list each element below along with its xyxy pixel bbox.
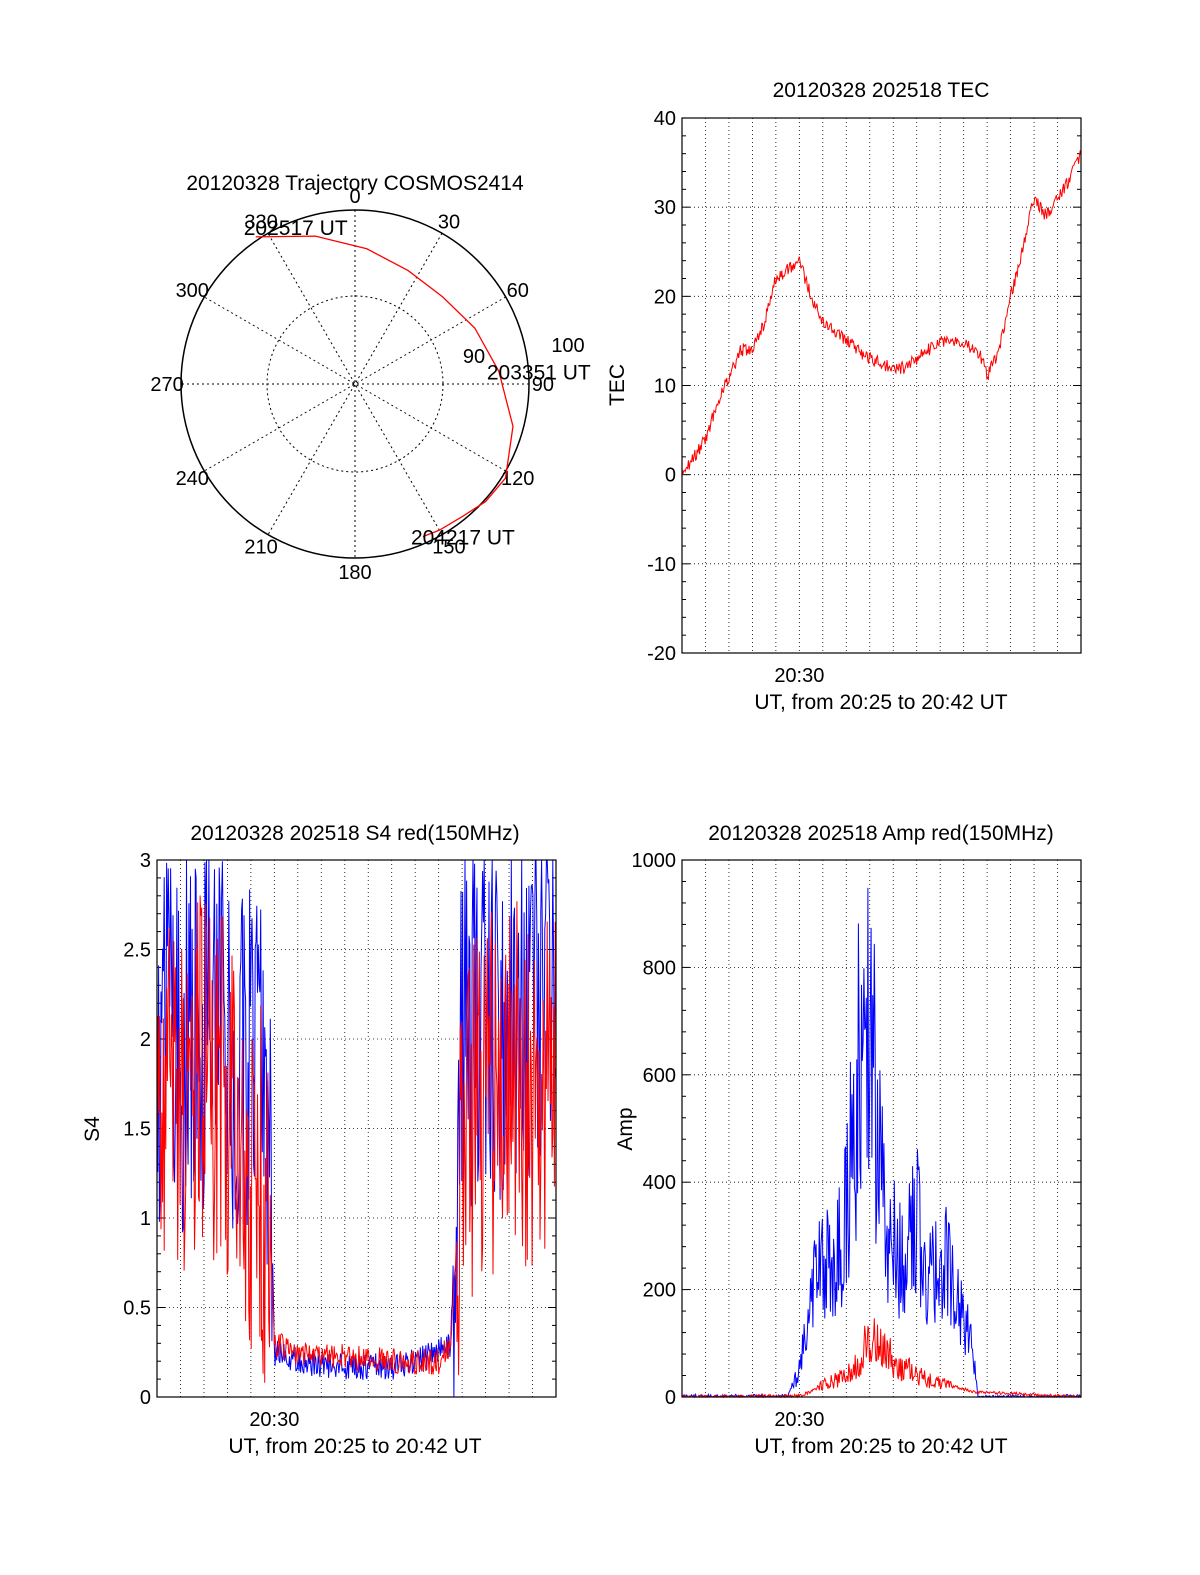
y-tick-label: 1.5 <box>123 1119 151 1141</box>
y-tick-label: 800 <box>643 957 676 979</box>
y-tick-label: 20 <box>654 286 676 308</box>
polar-angle-label: 0 <box>349 186 360 208</box>
polar-angle-labels: 0 30 60 90 120 150 180 210 240 270 300 330 <box>150 186 554 584</box>
polar-radius-label: 100 <box>551 335 584 357</box>
polar-angle-label: 60 <box>507 280 529 302</box>
y-tick-label: 2.5 <box>123 940 151 962</box>
y-tick-label: 0.5 <box>123 1298 151 1320</box>
s4-title: 20120328 202518 S4 red(150MHz) <box>190 822 519 845</box>
trajectory-line <box>255 235 514 538</box>
y-tick-label: 0 <box>665 465 676 487</box>
y-tick-label: 30 <box>654 197 676 219</box>
trajectory-time-label: 203351 UT <box>487 361 591 384</box>
polar-spoke <box>267 233 443 535</box>
polar-angle-label: 270 <box>150 374 183 396</box>
y-tick-label: 0 <box>665 1387 676 1409</box>
polar-angle-label: 210 <box>244 537 277 559</box>
tec-plot: 20120328 202518 TEC UT, from 20:25 to 20… <box>606 79 1082 714</box>
polar-annotations: 202517 UT 203351 UT 204217 UT <box>244 217 591 550</box>
series-line <box>681 150 1082 476</box>
amp-ylabel: Amp <box>614 1107 637 1150</box>
s4-xlabel: UT, from 20:25 to 20:42 UT <box>228 1435 481 1458</box>
x-tick-label: 20:30 <box>774 1409 824 1431</box>
plot-frame <box>681 859 1082 1398</box>
x-tick-label: 20:30 <box>774 665 824 687</box>
polar-trajectory-plot: 20120328 Trajectory COSMOS2414 0 30 60 90 12… <box>150 172 591 584</box>
s4-ylabel: S4 <box>81 1116 104 1142</box>
plot-frame <box>156 859 557 1398</box>
series-line <box>156 895 557 1383</box>
polar-angle-label: 240 <box>176 468 209 490</box>
x-tick-label: 20:30 <box>249 1409 299 1431</box>
polar-title: 20120328 Trajectory COSMOS2414 <box>186 172 524 195</box>
y-tick-label: 1 <box>140 1208 151 1230</box>
tec-xlabel: UT, from 20:25 to 20:42 UT <box>754 691 1007 714</box>
y-tick-label: -10 <box>647 554 676 576</box>
y-tick-label: 40 <box>654 108 676 130</box>
polar-radius-labels: 100 90 <box>463 335 585 368</box>
plot-frame <box>681 117 1082 654</box>
polar-angle-label: 120 <box>501 468 534 490</box>
polar-angle-label: 330 <box>244 211 277 233</box>
y-tick-label: 10 <box>654 376 676 398</box>
trajectory-time-label: 204217 UT <box>411 527 515 550</box>
y-tick-label: 3 <box>140 850 151 872</box>
polar-angle-label: 150 <box>432 537 465 559</box>
tec-title: 20120328 202518 TEC <box>773 79 990 102</box>
amp-xlabel: UT, from 20:25 to 20:42 UT <box>754 1435 1007 1458</box>
y-tick-label: 400 <box>643 1172 676 1194</box>
y-tick-label: 600 <box>643 1065 676 1087</box>
s4-plot: 20120328 202518 S4 red(150MHz) UT, from … <box>81 822 557 1458</box>
series-line <box>681 887 1082 1399</box>
polar-angle-label: 90 <box>532 374 554 396</box>
polar-angle-label: 30 <box>438 211 460 233</box>
trajectory-time-label: 202517 UT <box>244 217 348 240</box>
polar-angle-label: 180 <box>338 562 371 584</box>
y-tick-label: 0 <box>140 1387 151 1409</box>
polar-angle-label: 300 <box>176 280 209 302</box>
amp-title: 20120328 202518 Amp red(150MHz) <box>708 822 1054 845</box>
tec-ylabel: TEC <box>606 364 629 406</box>
amp-plot: 20120328 202518 Amp red(150MHz) UT, from… <box>614 822 1082 1458</box>
y-tick-label: -20 <box>647 643 676 665</box>
y-tick-label: 1000 <box>632 850 677 872</box>
y-tick-label: 200 <box>643 1280 676 1302</box>
polar-series <box>255 235 514 538</box>
polar-radius-label: 90 <box>463 346 485 368</box>
polar-spoke <box>267 233 443 535</box>
polar-spokes <box>181 210 529 558</box>
y-tick-label: 2 <box>140 1029 151 1051</box>
series-line <box>681 1318 1081 1399</box>
